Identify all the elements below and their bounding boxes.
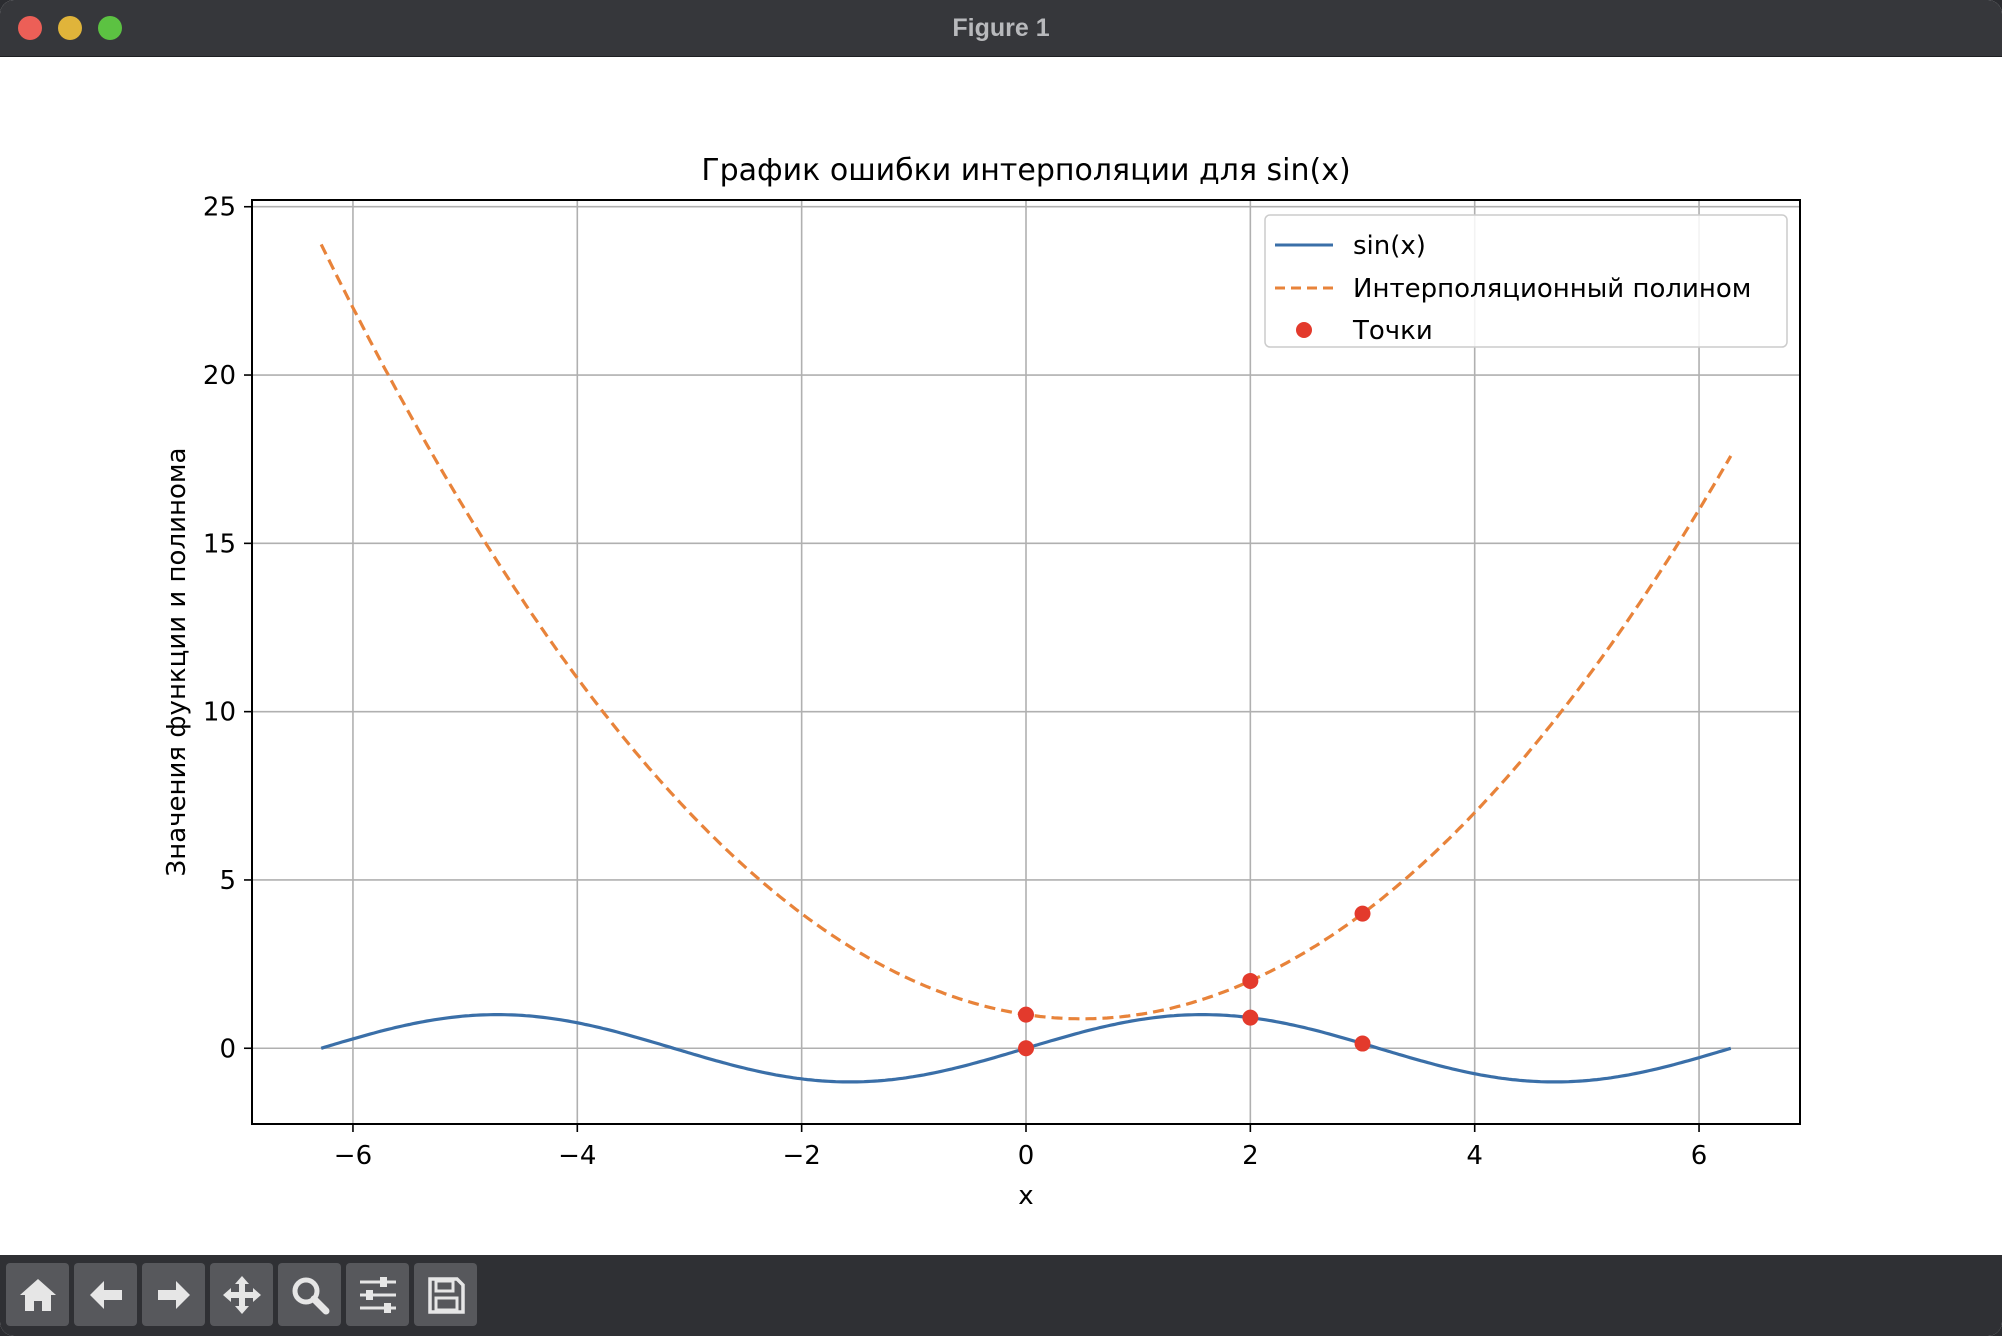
data-point <box>1018 1040 1034 1057</box>
legend-box <box>1264 214 1788 348</box>
data-point <box>1354 1035 1371 1052</box>
back-button[interactable] <box>74 1263 137 1326</box>
x-tick-label: −6 <box>334 1141 372 1171</box>
x-tick-label: −4 <box>558 1141 596 1171</box>
x-tick-label: 2 <box>1242 1141 1259 1171</box>
x-tick-label: 0 <box>1018 1141 1035 1171</box>
configure-subplots-icon <box>359 1276 396 1313</box>
y-tick-label: 25 <box>203 193 236 223</box>
home-icon <box>19 1278 56 1311</box>
data-point <box>1242 1009 1259 1026</box>
minimize-window-button[interactable] <box>58 16 82 40</box>
x-tick-label: −2 <box>782 1141 820 1171</box>
chart[interactable]: −6 −4 −2 0 2 4 6 0 5 10 15 20 25 График ошибки интер… <box>0 57 2002 1255</box>
plot-area <box>319 243 1733 1084</box>
y-tick-label: 10 <box>203 698 236 728</box>
x-axis-label: x <box>1018 1181 1033 1211</box>
legend-label-points: Точки <box>1352 316 1433 346</box>
data-point <box>1354 905 1371 922</box>
configure-subplots-button[interactable] <box>346 1263 409 1326</box>
pan-move-icon <box>222 1275 261 1314</box>
y-axis-label: Значения функции и полинома <box>162 448 192 877</box>
x-tick-label: 4 <box>1466 1141 1483 1171</box>
save-button[interactable] <box>414 1263 477 1326</box>
zoom-button[interactable] <box>278 1263 341 1326</box>
legend-label-sin: sin(x) <box>1353 231 1426 261</box>
legend-swatch-points <box>1296 322 1312 338</box>
x-tick-label: 6 <box>1691 1141 1708 1171</box>
y-tick-label: 15 <box>203 529 236 559</box>
data-point <box>1018 1006 1034 1023</box>
title-bar[interactable]: Figure 1 <box>0 0 2002 57</box>
data-point <box>1242 972 1259 989</box>
zoom-magnifier-icon <box>292 1277 329 1314</box>
y-tick-label: 5 <box>219 866 236 896</box>
close-window-button[interactable] <box>18 16 42 40</box>
forward-arrow-icon <box>157 1280 190 1309</box>
maximize-window-button[interactable] <box>98 16 122 40</box>
pan-button[interactable] <box>210 1263 273 1326</box>
window-title: Figure 1 <box>952 14 1050 42</box>
legend: sin(x) Интерполяционный полином Точки <box>1264 214 1788 348</box>
back-arrow-icon <box>89 1280 122 1309</box>
home-button[interactable] <box>6 1263 69 1326</box>
y-tick-label: 20 <box>203 361 236 391</box>
navigation-toolbar <box>0 1255 2002 1336</box>
legend-label-polynomial: Интерполяционный полином <box>1353 274 1751 304</box>
forward-button[interactable] <box>142 1263 205 1326</box>
figure-canvas[interactable]: −6 −4 −2 0 2 4 6 0 5 10 15 20 25 График ошибки интер… <box>0 57 2002 1255</box>
chart-title: График ошибки интерполяции для sin(x) <box>701 153 1350 188</box>
ticks: −6 −4 −2 0 2 4 6 0 5 10 15 20 25 <box>203 193 1707 1171</box>
y-tick-label: 0 <box>219 1034 236 1064</box>
save-floppy-icon <box>427 1276 465 1314</box>
